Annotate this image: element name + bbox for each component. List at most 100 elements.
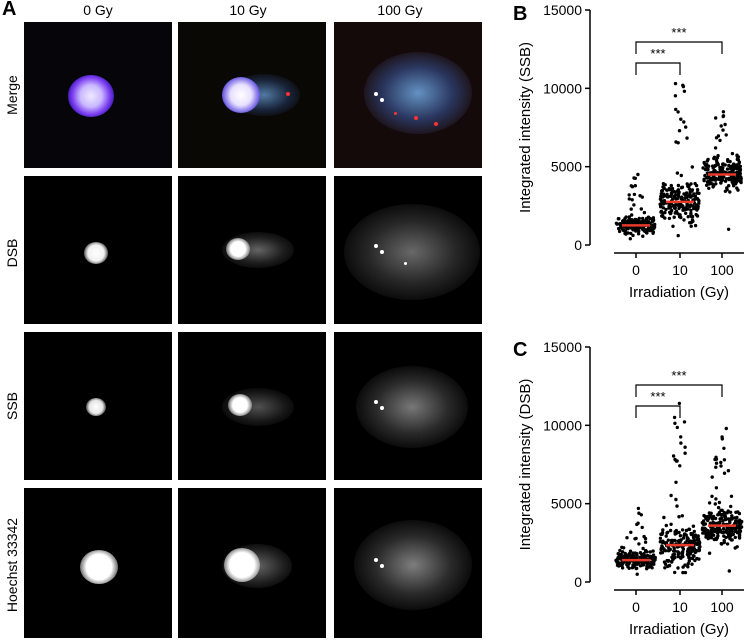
data-point xyxy=(661,182,666,186)
data-point xyxy=(650,556,654,561)
data-point xyxy=(684,211,688,215)
image-merge-10gy xyxy=(178,22,326,168)
data-point xyxy=(687,187,692,191)
data-point xyxy=(691,524,696,528)
data-point xyxy=(623,231,627,236)
data-point xyxy=(729,504,733,509)
data-point xyxy=(738,529,743,533)
white-focus xyxy=(374,400,378,404)
data-point xyxy=(718,167,722,172)
data-point xyxy=(726,159,730,163)
nucleus-glow xyxy=(228,394,252,416)
data-point xyxy=(735,515,739,520)
data-point xyxy=(677,129,682,133)
data-point xyxy=(682,420,687,424)
data-point xyxy=(659,532,663,536)
data-point xyxy=(712,183,716,188)
data-point xyxy=(692,206,696,211)
data-point xyxy=(714,465,718,469)
data-point xyxy=(664,207,668,212)
data-point xyxy=(712,527,717,532)
data-point xyxy=(674,480,678,484)
data-point xyxy=(632,176,636,180)
data-point xyxy=(675,425,679,430)
data-point xyxy=(717,176,721,180)
data-point xyxy=(676,212,680,216)
x-tick-label: 100 xyxy=(710,599,734,615)
data-point xyxy=(661,206,665,210)
data-point xyxy=(717,521,722,525)
data-point xyxy=(626,554,630,559)
data-point xyxy=(670,555,674,559)
data-point xyxy=(707,501,712,505)
data-point xyxy=(673,94,678,98)
data-point xyxy=(673,194,677,198)
data-point xyxy=(721,519,725,523)
data-point xyxy=(629,231,633,236)
data-point xyxy=(672,206,677,210)
data-point xyxy=(714,497,718,501)
data-point xyxy=(691,535,696,540)
data-point xyxy=(703,522,708,526)
data-point xyxy=(685,538,689,543)
data-point xyxy=(679,196,683,201)
data-point xyxy=(641,555,645,559)
image-hoechst-0gy xyxy=(24,488,172,638)
data-point xyxy=(681,536,686,540)
data-point xyxy=(720,437,724,441)
image-ssb-0gy xyxy=(24,332,172,480)
column-label-100gy: 100 Gy xyxy=(377,2,423,18)
y-tick-label: 15000 xyxy=(543,339,582,355)
x-tick-label: 10 xyxy=(672,262,688,278)
data-point xyxy=(660,189,664,193)
data-point xyxy=(669,538,674,543)
data-point xyxy=(681,547,686,551)
data-point xyxy=(719,464,723,468)
data-point xyxy=(638,551,643,555)
data-point xyxy=(659,547,663,552)
data-point xyxy=(632,192,637,197)
data-point xyxy=(674,107,678,112)
data-point xyxy=(735,153,739,157)
data-point xyxy=(651,219,655,223)
data-point xyxy=(616,557,620,561)
data-point xyxy=(703,526,707,530)
data-point xyxy=(671,224,675,228)
data-point xyxy=(673,538,677,543)
data-point xyxy=(636,232,641,236)
data-point xyxy=(676,539,680,543)
data-point xyxy=(643,540,648,544)
y-tick-label: 5000 xyxy=(551,496,582,512)
data-point xyxy=(723,514,727,518)
data-point xyxy=(710,517,715,521)
data-point xyxy=(708,521,712,525)
data-point xyxy=(710,475,714,479)
data-point xyxy=(627,197,631,201)
data-point xyxy=(692,529,696,534)
data-point xyxy=(724,426,728,431)
data-point xyxy=(629,207,633,211)
data-point xyxy=(674,140,678,144)
data-point xyxy=(688,205,692,209)
data-point xyxy=(617,226,621,231)
data-point xyxy=(677,515,681,519)
data-point xyxy=(672,552,677,557)
data-point xyxy=(680,551,685,555)
significance-label: *** xyxy=(671,368,686,383)
data-point xyxy=(691,204,695,208)
column-label-0gy: 0 Gy xyxy=(83,2,113,18)
data-point xyxy=(719,181,723,185)
data-point xyxy=(643,220,647,224)
data-point xyxy=(733,535,737,540)
data-point xyxy=(661,202,666,206)
data-point xyxy=(674,203,678,207)
data-point xyxy=(730,514,734,518)
data-point xyxy=(708,535,712,540)
data-point xyxy=(736,188,740,192)
data-point xyxy=(672,415,677,420)
data-point xyxy=(729,176,733,181)
data-point xyxy=(688,221,692,225)
data-point xyxy=(653,222,657,227)
data-point xyxy=(736,172,740,176)
data-point xyxy=(688,192,692,196)
